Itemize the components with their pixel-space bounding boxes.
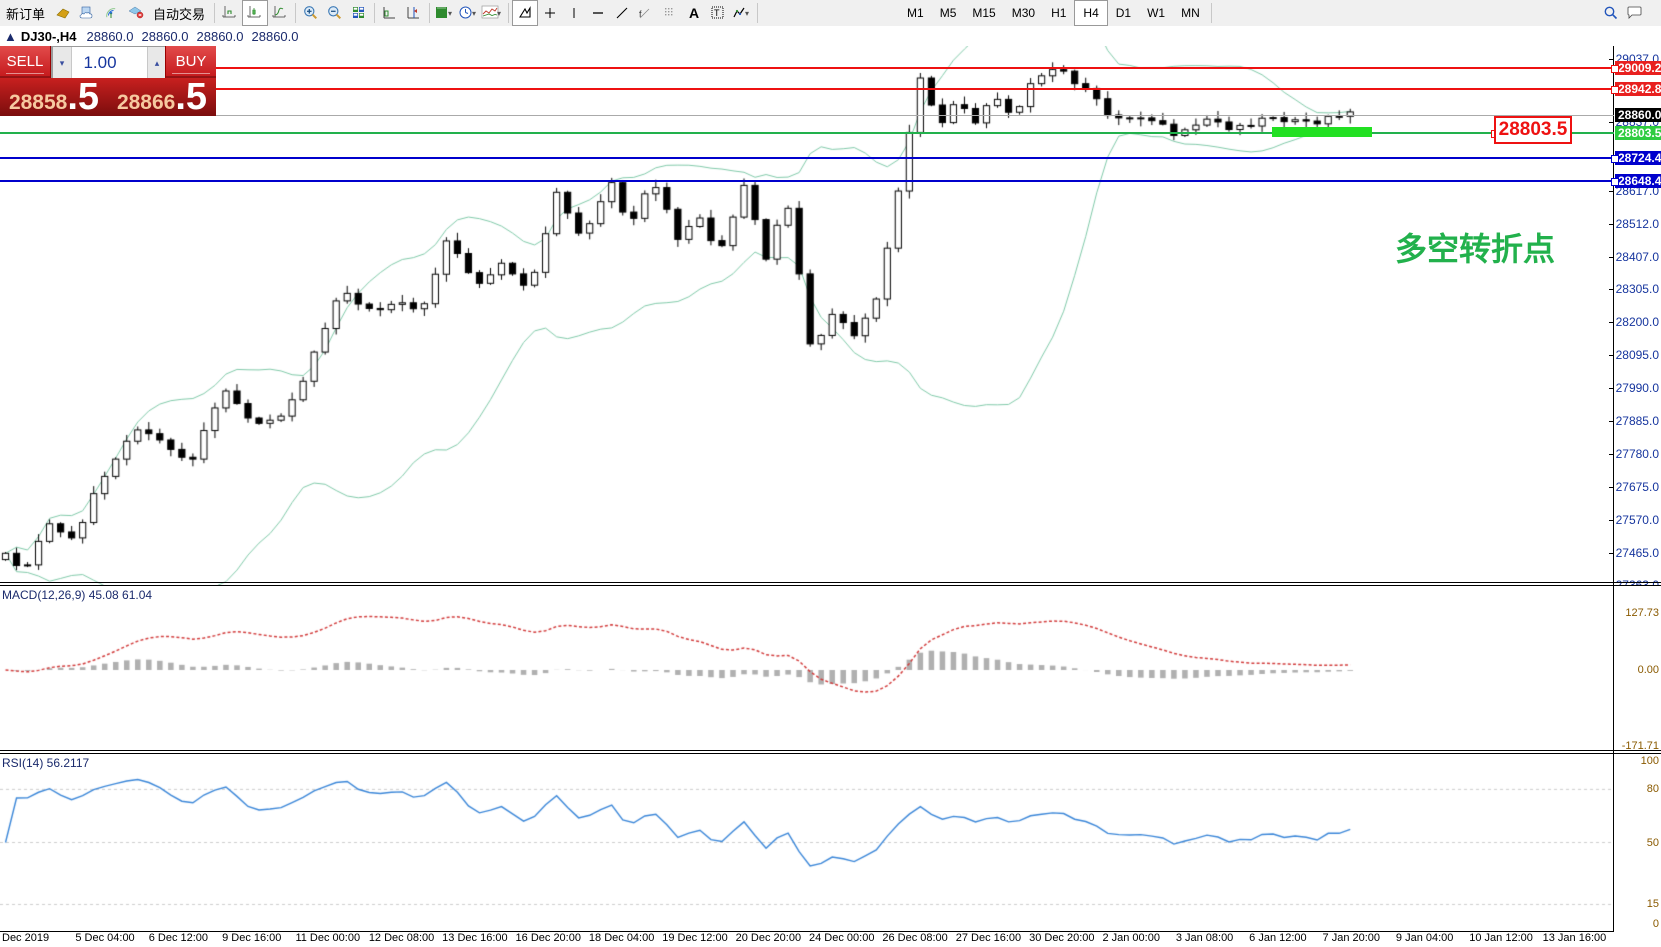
svg-text:T: T xyxy=(714,8,720,18)
